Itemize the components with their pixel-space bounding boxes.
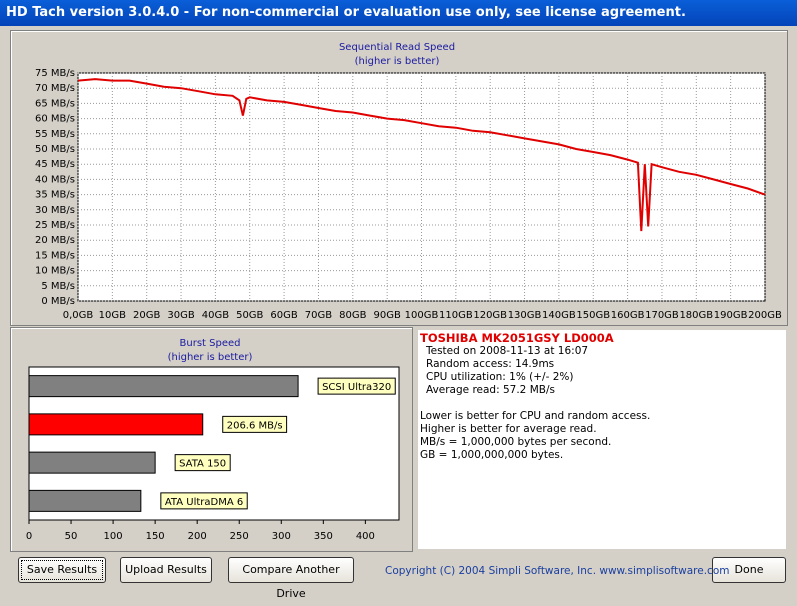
label-box: [174, 454, 231, 472]
detail-line: Random access: 14.9ms: [426, 358, 555, 370]
x-tick-label: 50: [65, 531, 78, 542]
y-tick-label: 70 MB/s: [35, 83, 75, 94]
chart-title: Burst Speed: [180, 338, 241, 349]
x-tick-label: 70GB: [305, 310, 332, 321]
x-tick-label: 130GB: [508, 310, 542, 321]
y-tick-label: 15 MB/s: [35, 250, 75, 261]
detail-line: CPU utilization: 1% (+/- 2%): [426, 371, 574, 383]
chart-title: Sequential Read Speed: [339, 42, 455, 53]
y-tick-label: 65 MB/s: [35, 98, 75, 109]
info-panel: TOSHIBA MK2051GSY LD000A Tested on 2008-…: [418, 330, 786, 549]
note-line: Higher is better for average read.: [420, 423, 597, 435]
y-tick-label: 35 MB/s: [35, 190, 75, 201]
y-tick-label: 40 MB/s: [35, 174, 75, 185]
x-tick-label: 200: [188, 531, 207, 542]
x-tick-label: 180GB: [679, 310, 713, 321]
x-tick-label: 100GB: [405, 310, 439, 321]
drive-name: TOSHIBA MK2051GSY LD000A: [420, 331, 614, 345]
y-tick-label: 50 MB/s: [35, 144, 75, 155]
note-line: MB/s = 1,000,000 bytes per second.: [420, 436, 612, 448]
label-box: [160, 492, 248, 510]
done-button[interactable]: Done: [712, 557, 786, 583]
bar: [28, 489, 142, 512]
burst-panel: [10, 327, 413, 552]
x-tick-label: 350: [314, 531, 333, 542]
details: Tested on 2008-11-13 at 16:07 Random acce…: [420, 345, 784, 397]
x-tick-label: 170GB: [645, 310, 679, 321]
y-tick-label: 30 MB/s: [35, 205, 75, 216]
copyright: Copyright (C) 2004 Simpli Software, Inc.…: [385, 565, 730, 577]
x-tick-label: 100: [104, 531, 123, 542]
y-tick-label: 10 MB/s: [35, 266, 75, 277]
note-line: Lower is better for CPU and random acces…: [420, 410, 651, 422]
charts: Sequential Read Speed (higher is better) 0…: [26, 42, 782, 542]
bar-label: SCSI Ultra320: [322, 382, 391, 393]
notes: Lower is better for CPU and random acces…: [420, 410, 784, 462]
y-tick-label: 55 MB/s: [35, 129, 75, 140]
x-tick-label: 190GB: [714, 310, 748, 321]
bar: [28, 413, 204, 436]
read-speed-line: [77, 78, 766, 232]
x-tick-label: 40GB: [202, 310, 229, 321]
x-tick-label: 200GB: [748, 310, 782, 321]
bar: [28, 375, 299, 398]
x-tick-label: 90GB: [373, 310, 400, 321]
x-tick-label: 160GB: [611, 310, 645, 321]
x-tick-label: 10GB: [99, 310, 126, 321]
label-box: [222, 415, 288, 433]
top-panel: [10, 30, 788, 326]
x-tick-label: 400: [356, 531, 375, 542]
label-box: [317, 377, 396, 395]
bar-label: ATA UltraDMA 6: [165, 497, 243, 508]
bar-label: SATA 150: [179, 459, 226, 470]
upload-button[interactable]: Upload Results: [120, 557, 212, 583]
y-tick-label: 5 MB/s: [41, 281, 75, 292]
chart-subtitle: (higher is better): [168, 352, 253, 363]
y-tick-label: 0 MB/s: [41, 296, 75, 307]
compare-button[interactable]: Compare Another Drive: [228, 557, 354, 600]
bar: [28, 451, 156, 474]
detail-line: Tested on 2008-11-13 at 16:07: [426, 345, 589, 357]
x-tick-label: 120GB: [473, 310, 507, 321]
x-tick-label: 50GB: [236, 310, 263, 321]
x-tick-label: 250: [230, 531, 249, 542]
x-tick-label: 20GB: [133, 310, 160, 321]
x-tick-label: 0: [26, 531, 32, 542]
y-tick-label: 25 MB/s: [35, 220, 75, 231]
y-tick-label: 75 MB/s: [35, 68, 75, 79]
y-tick-label: 45 MB/s: [35, 159, 75, 170]
save-button[interactable]: Save Results: [18, 557, 106, 583]
x-tick-label: 110GB: [439, 310, 473, 321]
x-tick-label: 30GB: [167, 310, 194, 321]
x-tick-label: 0,0GB: [63, 310, 94, 321]
x-tick-label: 140GB: [542, 310, 576, 321]
detail-line: Average read: 57.2 MB/s: [426, 384, 555, 396]
x-tick-label: 80GB: [339, 310, 366, 321]
note-line: GB = 1,000,000,000 bytes.: [420, 449, 564, 461]
y-tick-label: 20 MB/s: [35, 235, 75, 246]
y-tick-label: 60 MB/s: [35, 114, 75, 125]
x-tick-label: 60GB: [270, 310, 297, 321]
chart-subtitle: (higher is better): [355, 56, 440, 67]
x-tick-label: 300: [272, 531, 291, 542]
title-bar: HD Tach version 3.0.4.0 - For non-commer…: [0, 0, 797, 26]
x-tick-label: 150GB: [576, 310, 610, 321]
bar-label: 206.6 MB/s: [227, 420, 283, 431]
x-tick-label: 150: [146, 531, 165, 542]
